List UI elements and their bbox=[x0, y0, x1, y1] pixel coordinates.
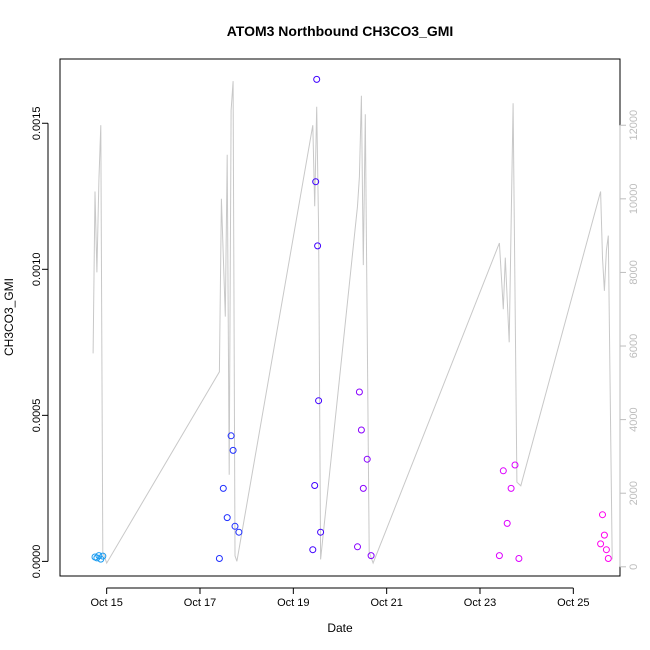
altitude-line bbox=[92, 81, 613, 565]
data-point bbox=[223, 514, 231, 522]
data-point bbox=[313, 75, 321, 83]
y-axis: 0.0000 0.0005 0.0010 0.0015 bbox=[31, 106, 49, 579]
data-point bbox=[602, 546, 610, 554]
data-points-layer bbox=[91, 75, 612, 563]
x-axis-label: Date bbox=[327, 621, 353, 635]
y2-axis: 0 2000 4000 6000 8000 10000 12000 bbox=[619, 110, 640, 570]
data-point bbox=[359, 484, 367, 492]
data-point bbox=[314, 242, 322, 250]
data-point bbox=[317, 528, 325, 536]
x-tick-label: Oct 15 bbox=[90, 597, 122, 609]
y-tick-label: 0.0015 bbox=[31, 106, 43, 140]
x-tick-label: Oct 23 bbox=[464, 597, 496, 609]
data-point bbox=[503, 519, 511, 527]
altitude-line-layer bbox=[92, 81, 613, 565]
data-point bbox=[309, 546, 317, 554]
data-point bbox=[95, 552, 103, 560]
y-axis-label: CH3CO3_GMI bbox=[2, 278, 16, 356]
y2-tick-label: 6000 bbox=[628, 334, 640, 358]
data-point bbox=[219, 484, 227, 492]
y2-tick-label: 0 bbox=[628, 564, 640, 570]
data-point bbox=[227, 432, 235, 440]
data-point bbox=[600, 531, 608, 539]
data-point bbox=[355, 388, 363, 396]
data-point bbox=[515, 555, 523, 562]
data-point bbox=[511, 461, 519, 469]
x-axis: Oct 15 Oct 17 Oct 19 Oct 21 Oct 23 Oct 25 bbox=[90, 587, 590, 609]
x-tick-label: Oct 17 bbox=[184, 597, 216, 609]
data-point bbox=[99, 552, 107, 560]
data-point bbox=[495, 552, 503, 560]
data-point bbox=[363, 455, 371, 463]
y2-tick-label: 2000 bbox=[628, 481, 640, 505]
y2-tick-label: 4000 bbox=[628, 407, 640, 431]
data-point bbox=[597, 540, 605, 548]
data-point bbox=[235, 528, 243, 536]
data-point bbox=[599, 511, 606, 519]
data-point bbox=[312, 178, 320, 186]
x-tick-label: Oct 19 bbox=[277, 597, 309, 609]
y-tick-label: 0.0005 bbox=[31, 399, 43, 433]
y-tick-label: 0.0000 bbox=[31, 545, 43, 579]
y2-tick-label: 10000 bbox=[628, 184, 640, 215]
y2-tick-label: 12000 bbox=[628, 110, 640, 141]
data-point bbox=[354, 543, 361, 551]
chart-title: ATOM3 Northbound CH3CO3_GMI bbox=[227, 23, 454, 39]
data-point bbox=[367, 552, 375, 560]
data-point bbox=[315, 397, 323, 405]
data-point bbox=[231, 522, 239, 530]
data-point bbox=[215, 555, 223, 562]
plot-frame bbox=[59, 58, 621, 577]
data-point bbox=[499, 467, 507, 475]
x-tick-label: Oct 25 bbox=[557, 597, 589, 609]
data-point bbox=[311, 482, 319, 489]
data-point bbox=[604, 555, 612, 562]
data-point bbox=[229, 446, 237, 454]
data-point bbox=[507, 484, 515, 492]
y2-tick-label: 8000 bbox=[628, 260, 640, 284]
y-tick-label: 0.0010 bbox=[31, 252, 43, 286]
data-point bbox=[357, 426, 365, 434]
x-tick-label: Oct 21 bbox=[370, 597, 402, 609]
